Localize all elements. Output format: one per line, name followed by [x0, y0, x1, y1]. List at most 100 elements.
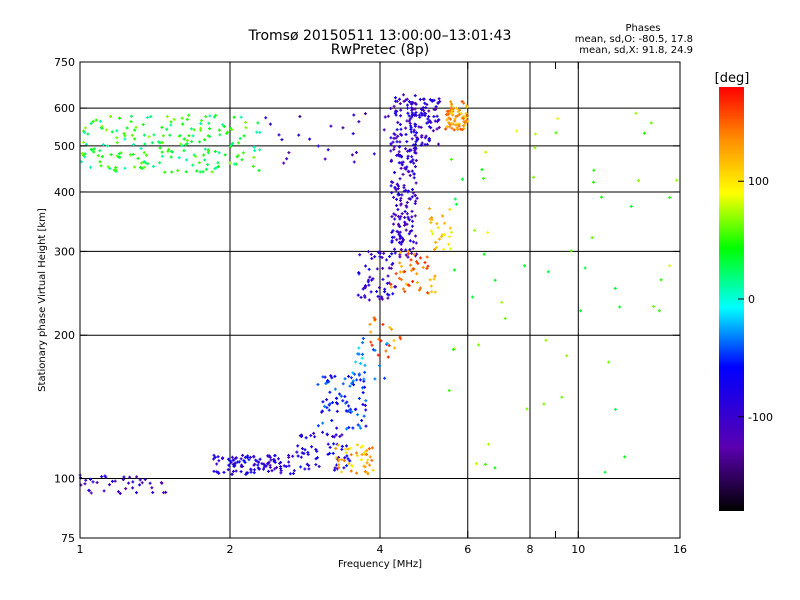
chart-title: Tromsø 20150511 13:00:00–13:01:43 — [248, 28, 512, 44]
data-point — [264, 464, 268, 468]
colorbar-ticks: 100 0 -100 — [738, 175, 773, 424]
data-point — [332, 442, 336, 446]
data-point — [389, 158, 393, 162]
data-point — [393, 186, 397, 190]
data-point — [162, 491, 166, 495]
data-point — [378, 251, 382, 255]
data-point — [110, 479, 114, 483]
data-point — [414, 113, 418, 117]
data-point — [389, 136, 393, 140]
data-point — [401, 93, 405, 97]
data-point — [476, 343, 480, 347]
data-point — [425, 103, 429, 107]
data-point — [435, 120, 439, 124]
data-point — [234, 456, 238, 460]
data-point — [462, 101, 466, 105]
data-point — [138, 478, 142, 482]
data-point — [231, 141, 235, 145]
data-point — [457, 108, 461, 112]
data-point — [400, 133, 404, 137]
data-point — [140, 161, 144, 165]
data-point — [187, 113, 191, 117]
data-point — [398, 123, 402, 127]
data-point — [352, 113, 356, 117]
data-point — [337, 392, 341, 396]
data-point — [363, 403, 367, 407]
data-point — [435, 222, 439, 226]
data-point — [118, 492, 122, 496]
data-point — [368, 275, 372, 279]
data-point — [393, 170, 397, 174]
data-point — [269, 458, 273, 462]
data-point — [399, 242, 403, 246]
data-point — [607, 360, 611, 364]
data-point — [256, 463, 260, 467]
data-point — [109, 153, 113, 157]
data-point — [165, 127, 169, 131]
data-point — [245, 456, 249, 460]
data-point — [239, 465, 243, 469]
data-point — [331, 401, 335, 405]
data-point — [337, 463, 341, 467]
data-point — [434, 240, 438, 244]
data-point — [159, 481, 163, 485]
data-point — [359, 458, 363, 462]
data-point — [91, 480, 95, 484]
data-point — [128, 475, 132, 479]
data-point — [370, 343, 374, 347]
data-point — [236, 154, 240, 158]
data-point — [256, 121, 260, 125]
data-point — [133, 128, 137, 132]
data-point — [452, 128, 456, 132]
data-point — [398, 97, 402, 101]
data-point — [629, 204, 633, 208]
data-point — [232, 115, 236, 119]
data-point — [134, 491, 138, 495]
data-point — [423, 136, 427, 140]
data-point — [216, 161, 220, 165]
data-point — [295, 450, 299, 454]
data-point — [378, 255, 382, 259]
data-point — [343, 395, 347, 399]
x-axis-label: Frequency [MHz] — [338, 559, 422, 570]
data-point — [412, 172, 416, 176]
data-point — [357, 352, 361, 356]
data-point — [411, 158, 415, 162]
data-point — [348, 407, 352, 411]
data-point — [618, 305, 622, 309]
data-point — [410, 111, 414, 115]
data-point — [337, 466, 341, 470]
data-point — [413, 94, 417, 98]
data-point — [142, 151, 146, 155]
data-point — [141, 123, 145, 127]
data-point — [437, 118, 441, 122]
data-point — [395, 140, 399, 144]
data-point — [434, 245, 438, 249]
data-point — [228, 459, 232, 463]
data-point — [430, 99, 434, 103]
data-point — [544, 338, 548, 342]
data-point — [315, 449, 319, 453]
data-point — [352, 383, 356, 387]
data-point — [433, 290, 437, 294]
data-point — [160, 125, 164, 129]
data-point — [392, 132, 396, 136]
data-point — [413, 165, 417, 169]
data-point — [276, 457, 280, 461]
data-point — [410, 155, 414, 159]
data-point — [425, 142, 429, 146]
data-point — [140, 481, 144, 485]
data-point — [592, 168, 596, 172]
data-point — [429, 284, 433, 288]
data-point — [385, 281, 389, 285]
data-point — [170, 170, 174, 174]
data-point — [239, 457, 243, 461]
data-point — [404, 98, 408, 102]
data-point — [371, 468, 375, 472]
data-point — [675, 178, 679, 182]
data-point — [204, 167, 208, 171]
data-point — [565, 354, 569, 358]
data-point — [260, 462, 264, 466]
data-point — [185, 158, 189, 162]
data-point — [390, 191, 394, 195]
